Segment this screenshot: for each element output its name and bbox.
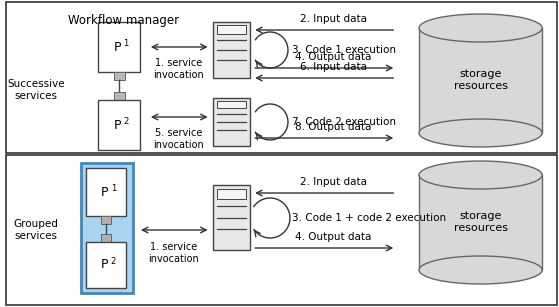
- Bar: [6, 2, 557, 153]
- Bar: [98, 22, 140, 72]
- Ellipse shape: [419, 119, 542, 147]
- Bar: [212, 22, 250, 78]
- Text: P: P: [101, 185, 108, 199]
- Text: 4. Output data: 4. Output data: [295, 232, 371, 242]
- Bar: [6, 155, 557, 305]
- Bar: [87, 242, 126, 288]
- Bar: [419, 28, 542, 133]
- Bar: [101, 216, 111, 224]
- Bar: [113, 92, 125, 100]
- Text: Successive
services: Successive services: [7, 79, 65, 101]
- Bar: [217, 25, 245, 34]
- Text: 3. Code 1 + code 2 execution: 3. Code 1 + code 2 execution: [292, 213, 446, 223]
- Text: 1. service
invocation: 1. service invocation: [153, 58, 204, 80]
- Text: 1. service
invocation: 1. service invocation: [148, 242, 199, 264]
- Text: 2. Input data: 2. Input data: [300, 14, 367, 24]
- Bar: [217, 189, 245, 199]
- Text: P: P: [101, 258, 108, 271]
- Text: 2. Input data: 2. Input data: [300, 177, 367, 187]
- Text: 1: 1: [111, 184, 116, 192]
- Text: 1: 1: [124, 38, 129, 48]
- Text: 8. Output data: 8. Output data: [295, 122, 371, 132]
- Text: 3. Code 1 execution: 3. Code 1 execution: [292, 45, 396, 55]
- Bar: [98, 100, 140, 150]
- Bar: [113, 72, 125, 80]
- Bar: [217, 101, 245, 108]
- Ellipse shape: [419, 161, 542, 189]
- Text: Workflow manager: Workflow manager: [68, 14, 179, 27]
- Text: 2: 2: [111, 257, 116, 266]
- Ellipse shape: [419, 14, 542, 42]
- Bar: [212, 185, 250, 250]
- Text: 7. Code 2 execution: 7. Code 2 execution: [292, 117, 396, 127]
- Bar: [212, 98, 250, 146]
- Text: storage
resources: storage resources: [453, 69, 508, 91]
- Text: 5. service
invocation: 5. service invocation: [153, 128, 204, 150]
- Text: Grouped
services: Grouped services: [13, 219, 58, 241]
- Bar: [101, 234, 111, 242]
- Bar: [87, 168, 126, 216]
- Text: P: P: [113, 41, 121, 53]
- Text: 4. Output data: 4. Output data: [295, 52, 371, 62]
- Bar: [82, 163, 133, 293]
- Text: P: P: [113, 119, 121, 131]
- Text: 2: 2: [124, 116, 129, 126]
- Bar: [419, 175, 542, 270]
- Text: 6. Input data: 6. Input data: [300, 62, 367, 72]
- Text: storage
resources: storage resources: [453, 211, 508, 233]
- Ellipse shape: [419, 256, 542, 284]
